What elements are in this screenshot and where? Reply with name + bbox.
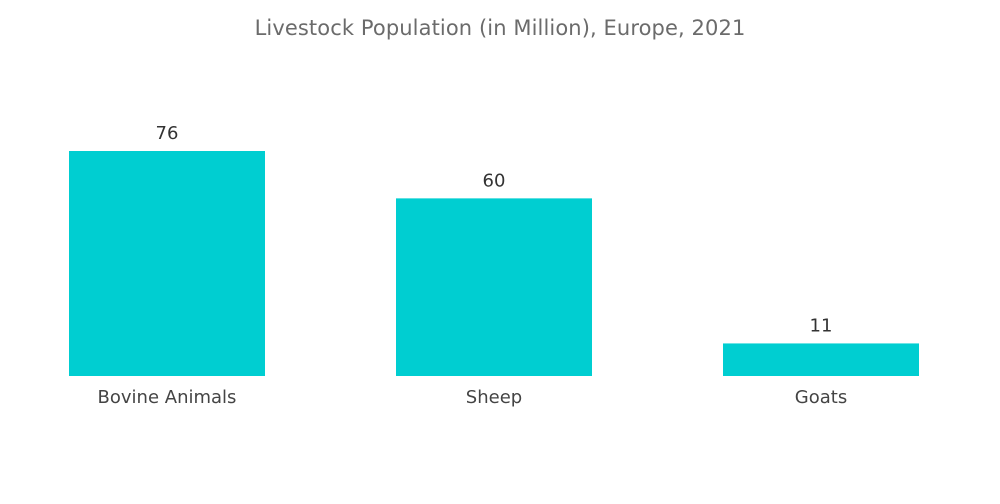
- category-label-1: Sheep: [466, 387, 522, 408]
- category-labels-layer: Bovine Animals Sheep Goats: [98, 387, 848, 408]
- chart-title: Livestock Population (in Million), Europ…: [254, 16, 746, 40]
- value-label-1: 60: [483, 170, 506, 191]
- category-label-0: Bovine Animals: [98, 387, 237, 408]
- category-label-2: Goats: [795, 387, 847, 408]
- value-label-0: 76: [156, 123, 179, 144]
- value-label-2: 11: [810, 315, 833, 336]
- value-labels-layer: 76 60 11: [156, 123, 833, 336]
- bar-1: [396, 198, 592, 376]
- bar-2: [723, 343, 919, 376]
- bar-0: [69, 151, 265, 376]
- bars-layer: [69, 151, 919, 376]
